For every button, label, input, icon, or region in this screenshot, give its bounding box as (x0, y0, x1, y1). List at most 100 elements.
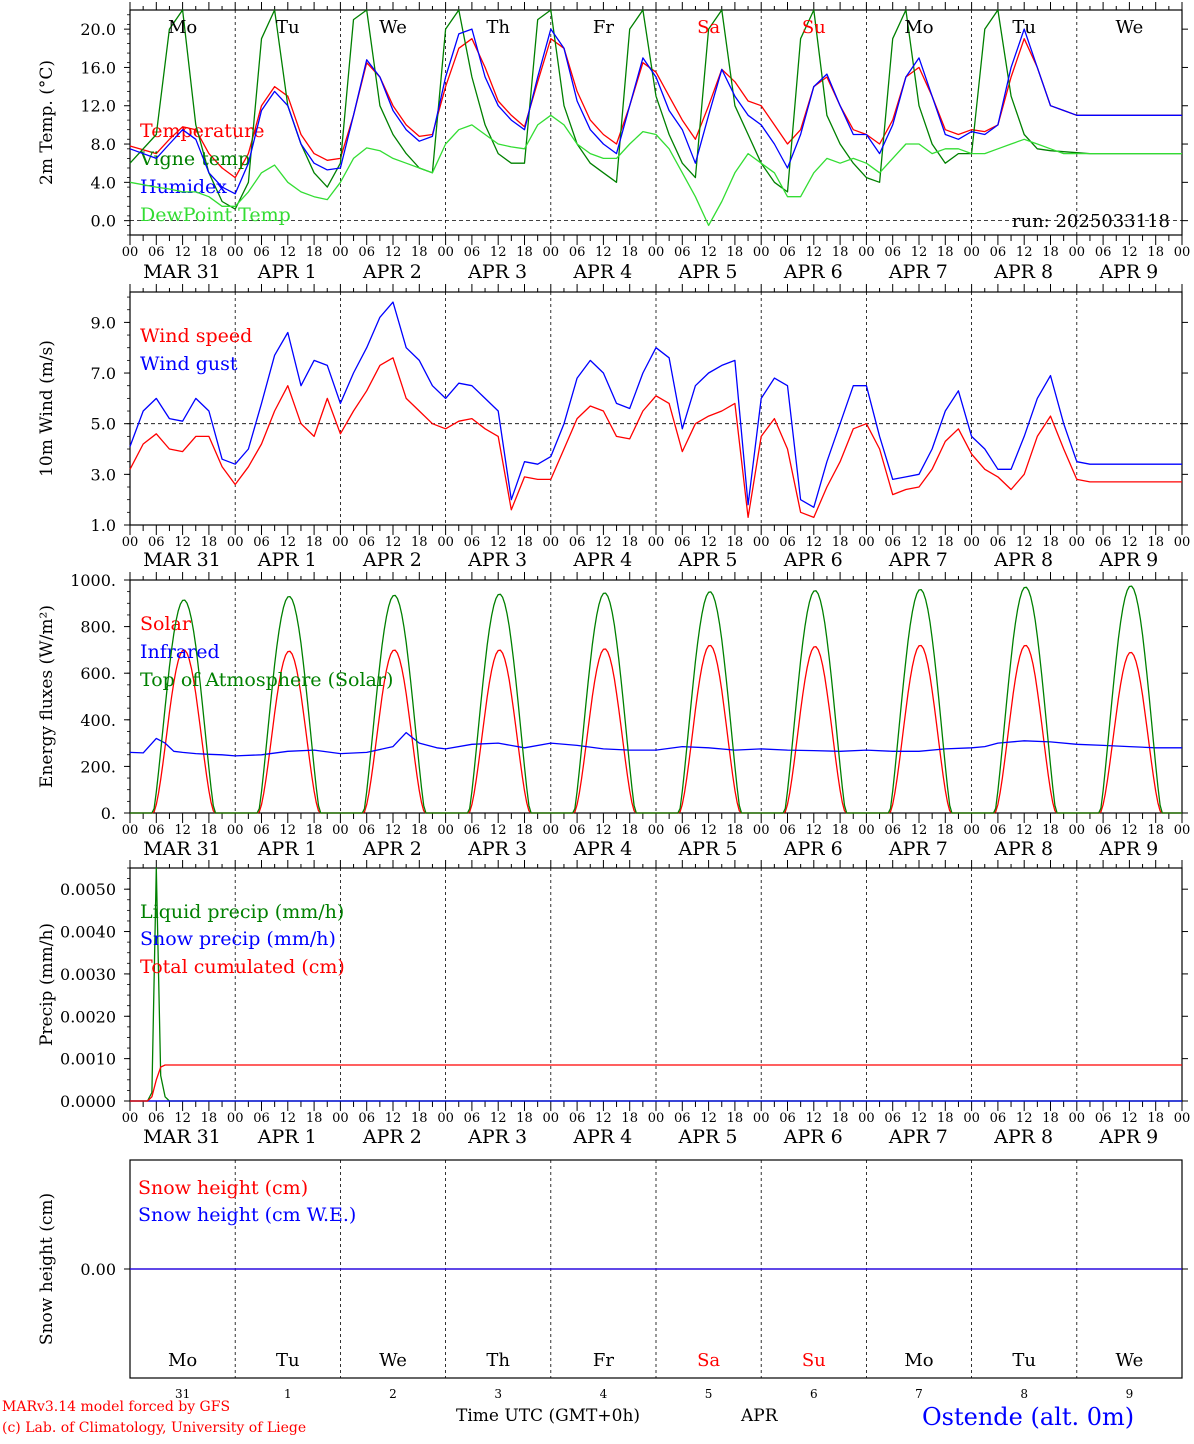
hour-label: 18 (621, 245, 638, 260)
hour-label: 12 (595, 535, 612, 550)
day-number: 1 (284, 1387, 292, 1401)
day-name-bottom: Mo (904, 1350, 933, 1371)
hour-label: 12 (700, 823, 717, 838)
y-tick-label: 0.0020 (60, 1007, 116, 1026)
date-label: APR 3 (467, 549, 527, 571)
legend-top-of-atmosphere-solar-: Top of Atmosphere (Solar) (140, 669, 393, 691)
day-name-bottom: Mo (168, 1350, 197, 1371)
y-tick-label: 0.0050 (60, 880, 116, 899)
hour-label: 12 (700, 1111, 717, 1126)
y-tick-label: 0.0 (91, 212, 116, 231)
hour-label: 18 (411, 1111, 428, 1126)
hour-label: 06 (1095, 1111, 1112, 1126)
hour-label: 06 (779, 1111, 796, 1126)
date-label: APR 5 (678, 1126, 738, 1148)
hour-label: 00 (963, 823, 980, 838)
hour-label: 18 (832, 535, 849, 550)
day-name-bottom: Tu (1012, 1350, 1036, 1371)
series-line-wind-speed (129, 357, 1182, 519)
legend-liquid-precip-mm-h-: Liquid precip (mm/h) (140, 901, 344, 923)
hour-label: 06 (884, 1111, 901, 1126)
hour-label: 06 (464, 535, 481, 550)
hour-label: 06 (990, 245, 1007, 260)
hour-label: 12 (1121, 1111, 1138, 1126)
hour-label: 18 (727, 535, 744, 550)
day-number: 6 (810, 1387, 818, 1401)
hour-label: 12 (490, 823, 507, 838)
date-label: APR 5 (678, 549, 738, 571)
hour-label: 12 (490, 535, 507, 550)
date-label: APR 8 (993, 261, 1053, 283)
hour-label: 00 (858, 535, 875, 550)
date-label: APR 5 (678, 838, 738, 860)
hour-label: 00 (543, 1111, 560, 1126)
hour-label: 00 (227, 823, 244, 838)
hour-label: 00 (1174, 245, 1191, 260)
y-tick-label: 0. (101, 804, 116, 823)
y-tick-label: 0.0000 (60, 1092, 116, 1111)
date-label: APR 8 (993, 549, 1053, 571)
hour-label: 06 (464, 1111, 481, 1126)
series-line-humidex (129, 28, 1182, 195)
hour-label: 00 (753, 1111, 770, 1126)
y-axis-label: Energy fluxes (W/m²) (37, 605, 57, 788)
hour-label: 00 (963, 1111, 980, 1126)
hour-label: 12 (385, 245, 402, 260)
date-label: APR 4 (572, 549, 632, 571)
hour-label: 00 (122, 1111, 139, 1126)
date-label: APR 1 (257, 549, 317, 571)
hour-label: 06 (779, 245, 796, 260)
hour-label: 00 (227, 245, 244, 260)
hour-label: 18 (1147, 245, 1164, 260)
date-label: APR 1 (257, 261, 317, 283)
hour-label: 06 (253, 823, 270, 838)
date-label: APR 9 (1098, 261, 1158, 283)
date-label: APR 4 (572, 838, 632, 860)
hour-label: 12 (595, 245, 612, 260)
hour-label: 18 (201, 1111, 218, 1126)
hour-label: 06 (464, 823, 481, 838)
hour-label: 18 (1147, 1111, 1164, 1126)
hour-label: 00 (227, 1111, 244, 1126)
date-label: APR 4 (572, 1126, 632, 1148)
hour-label: 12 (174, 535, 191, 550)
hour-label: 12 (490, 1111, 507, 1126)
hour-label: 12 (595, 1111, 612, 1126)
series-line-dewpoint-temp (129, 114, 1182, 227)
date-label: APR 6 (783, 838, 843, 860)
hour-label: 06 (253, 245, 270, 260)
hour-label: 12 (1121, 535, 1138, 550)
hour-label: 06 (148, 823, 165, 838)
legend-snow-height-cm-: Snow height (cm) (138, 1177, 308, 1199)
hour-label: 00 (1069, 245, 1086, 260)
date-label: APR 9 (1098, 549, 1158, 571)
day-name-top: We (1116, 17, 1144, 38)
hour-label: 12 (911, 1111, 928, 1126)
series-line-vigne-temp (129, 9, 1182, 210)
hour-label: 12 (806, 1111, 823, 1126)
hour-label: 00 (1069, 535, 1086, 550)
hour-label: 12 (595, 823, 612, 838)
hour-label: 06 (358, 823, 375, 838)
hour-label: 06 (358, 1111, 375, 1126)
hour-label: 18 (1042, 535, 1059, 550)
footer-model: MARv3.14 model forced by GFS (2, 1399, 231, 1415)
date-label: APR 6 (783, 549, 843, 571)
hour-label: 12 (806, 245, 823, 260)
date-label: APR 7 (888, 1126, 948, 1148)
date-label: APR 6 (783, 261, 843, 283)
date-label: APR 4 (572, 261, 632, 283)
hour-label: 18 (937, 823, 954, 838)
hour-label: 06 (1095, 245, 1112, 260)
hour-label: 12 (1016, 1111, 1033, 1126)
hour-label: 00 (122, 245, 139, 260)
hour-label: 06 (148, 245, 165, 260)
hour-label: 18 (1042, 245, 1059, 260)
y-axis-label: 2m Temp. (°C) (37, 60, 57, 185)
hour-label: 00 (543, 535, 560, 550)
hour-label: 18 (516, 245, 533, 260)
hour-label: 18 (1147, 535, 1164, 550)
hour-label: 00 (1174, 1111, 1191, 1126)
